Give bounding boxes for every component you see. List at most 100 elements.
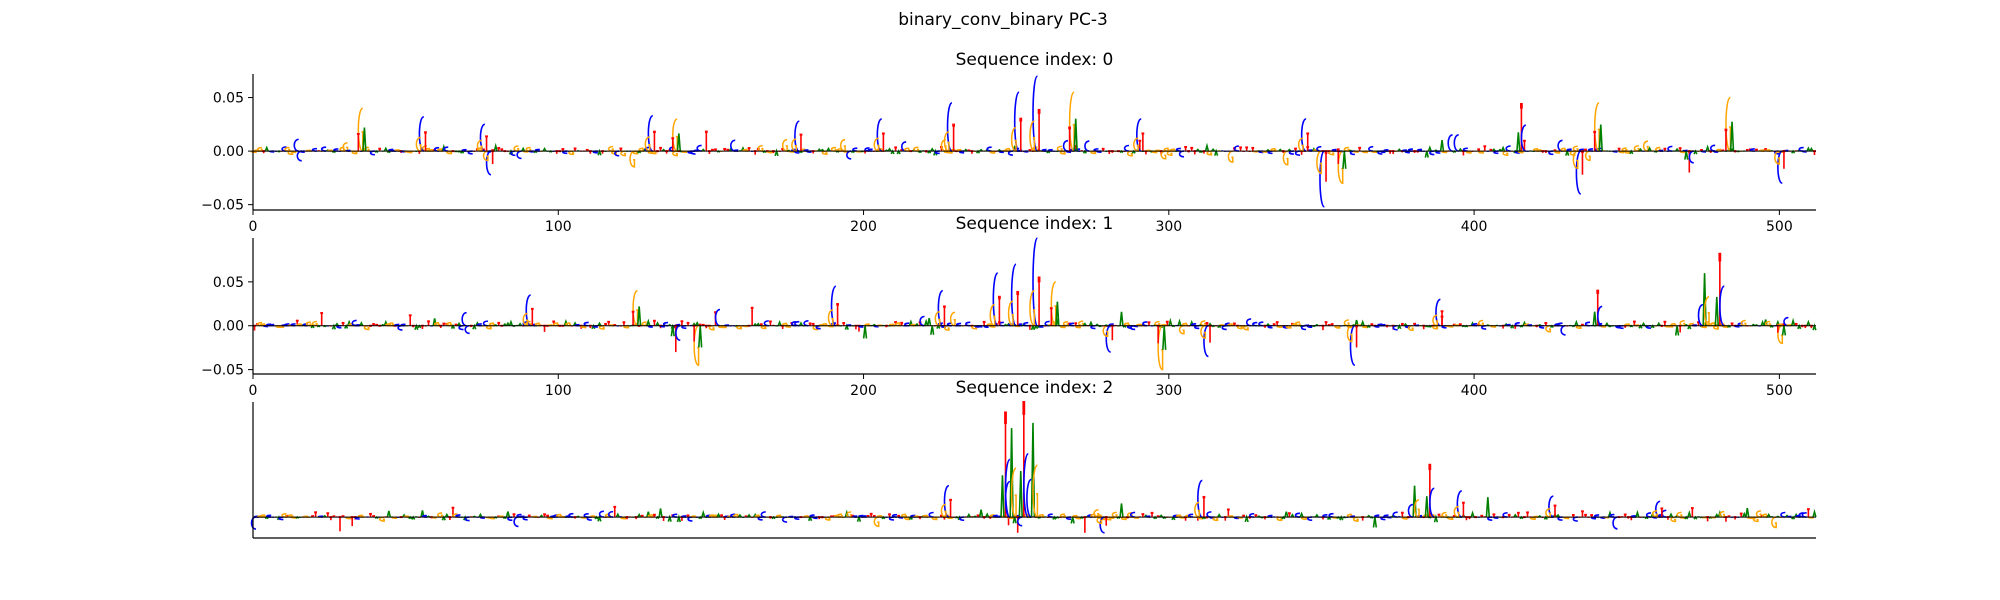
logo-glyph-bar xyxy=(332,515,336,518)
logo-glyph xyxy=(1119,503,1124,518)
logo-glyph xyxy=(284,146,291,152)
logo-glyph xyxy=(458,324,464,331)
logo-glyph xyxy=(1719,285,1726,327)
figure-title: binary_conv_binary PC-3 xyxy=(898,10,1108,30)
logo-glyph xyxy=(1781,325,1787,336)
logo-glyph xyxy=(763,320,769,327)
logo-glyph xyxy=(716,512,721,518)
logo-glyph xyxy=(1477,319,1484,327)
logo-glyph xyxy=(1645,512,1652,518)
logo-glyph-bar xyxy=(747,147,751,150)
logo-glyph-bar xyxy=(939,514,943,517)
logo-glyph xyxy=(641,321,648,327)
logo-glyph-bar xyxy=(497,321,501,324)
logo-glyph-bar xyxy=(1690,507,1694,510)
logo-glyph-bar xyxy=(1074,322,1078,325)
logo-glyph-bar xyxy=(659,146,662,149)
logo-peak xyxy=(418,116,425,152)
logo-glyph xyxy=(846,511,852,518)
logo-glyph xyxy=(1088,320,1094,327)
logo-glyph xyxy=(1429,487,1435,518)
logo-glyph-bar xyxy=(1156,515,1160,518)
logo-glyph xyxy=(1316,150,1323,175)
logo-glyph xyxy=(698,325,703,348)
logo-glyph xyxy=(1812,323,1817,331)
logo-glyph-bar xyxy=(997,295,1001,300)
logo-glyph-bar xyxy=(378,147,382,150)
logo-glyph xyxy=(1604,321,1609,327)
logo-glyph-bar xyxy=(714,311,717,314)
logo-glyph xyxy=(1656,321,1661,327)
logo-glyph-bar xyxy=(619,147,623,150)
logo-glyph-bar xyxy=(701,323,705,326)
y-tick-label-1-2: −0.05 xyxy=(201,363,244,379)
logo-glyph-bar xyxy=(320,312,324,315)
logo-glyph xyxy=(1641,321,1646,327)
logo-glyph xyxy=(1714,513,1719,518)
logo-glyph-bar xyxy=(1239,146,1242,149)
logo-glyph-bar xyxy=(1294,147,1297,150)
logo-glyph-bar xyxy=(1721,149,1725,152)
logo-peak xyxy=(946,102,953,152)
logo-glyph xyxy=(1142,321,1148,327)
logo-glyph-bar xyxy=(1190,146,1194,149)
logo-glyph xyxy=(695,320,700,327)
logo-glyph xyxy=(362,127,367,152)
logo-glyph xyxy=(1278,148,1283,152)
logo-glyph-bar xyxy=(811,322,815,325)
logo-panel-1: Sequence index: 1 0.05 0.00 −0.05 0 100 200 300… xyxy=(201,214,1817,399)
logo-glyph xyxy=(1018,471,1023,518)
logo-glyph xyxy=(305,321,312,327)
logo-glyph xyxy=(803,320,809,327)
logo-glyph xyxy=(1007,150,1014,156)
logo-glyph xyxy=(655,321,660,327)
logo-glyph xyxy=(1413,499,1420,518)
logo-glyph-bar xyxy=(842,322,846,325)
y-tick-label-0-1: 0.00 xyxy=(213,144,244,160)
logo-glyph xyxy=(1764,320,1771,327)
logo-glyph xyxy=(1598,124,1603,152)
logo-glyph xyxy=(1592,311,1597,326)
logo-glyph-bar xyxy=(726,148,730,151)
logo-peak xyxy=(1203,324,1209,358)
logo-glyph xyxy=(646,318,651,326)
logo-glyph xyxy=(1516,132,1521,152)
logo-glyph xyxy=(597,514,602,522)
logo-glyph xyxy=(518,322,523,327)
logo-glyph xyxy=(1500,145,1506,152)
x-tick-label-1-0: 0 xyxy=(249,383,258,399)
y-tick-label-1-0: 0.05 xyxy=(213,275,244,291)
logo-glyph-bar xyxy=(1037,108,1041,114)
logo-glyph xyxy=(607,145,614,152)
logo-glyph xyxy=(807,514,813,522)
logo-peak xyxy=(876,118,883,152)
logo-glyph xyxy=(1168,317,1173,326)
logo-peak xyxy=(485,150,492,176)
logo-glyph-bar xyxy=(427,320,430,323)
logo-peak xyxy=(1575,150,1582,195)
logo-glyph xyxy=(672,150,678,157)
logo-glyph-bar xyxy=(1516,511,1520,514)
logo-glyph xyxy=(1742,511,1747,518)
logo-glyph-bar xyxy=(976,514,980,517)
logo-glyph xyxy=(1258,321,1264,327)
logo-glyph xyxy=(714,308,721,327)
logo-glyph-bar xyxy=(1165,320,1169,323)
logo-glyph-bar xyxy=(1660,507,1664,510)
logo-glyph-bar xyxy=(1288,512,1291,515)
logo-glyph xyxy=(1642,140,1649,152)
logo-glyph xyxy=(794,320,800,327)
logo-peak xyxy=(1548,495,1554,518)
logo-glyph-bar xyxy=(1492,513,1496,516)
logo-glyph xyxy=(513,516,519,528)
logo-glyph-bar xyxy=(744,515,748,518)
logo-glyph-bar xyxy=(1623,513,1627,516)
logo-glyph xyxy=(1740,319,1747,327)
logo-glyph-bar xyxy=(1523,139,1526,142)
logo-glyph-bar xyxy=(869,512,873,515)
logo-glyph xyxy=(1407,503,1414,518)
logo-glyph xyxy=(386,510,392,518)
logo-glyph-bar xyxy=(949,498,952,501)
logo-glyph xyxy=(1809,147,1814,152)
